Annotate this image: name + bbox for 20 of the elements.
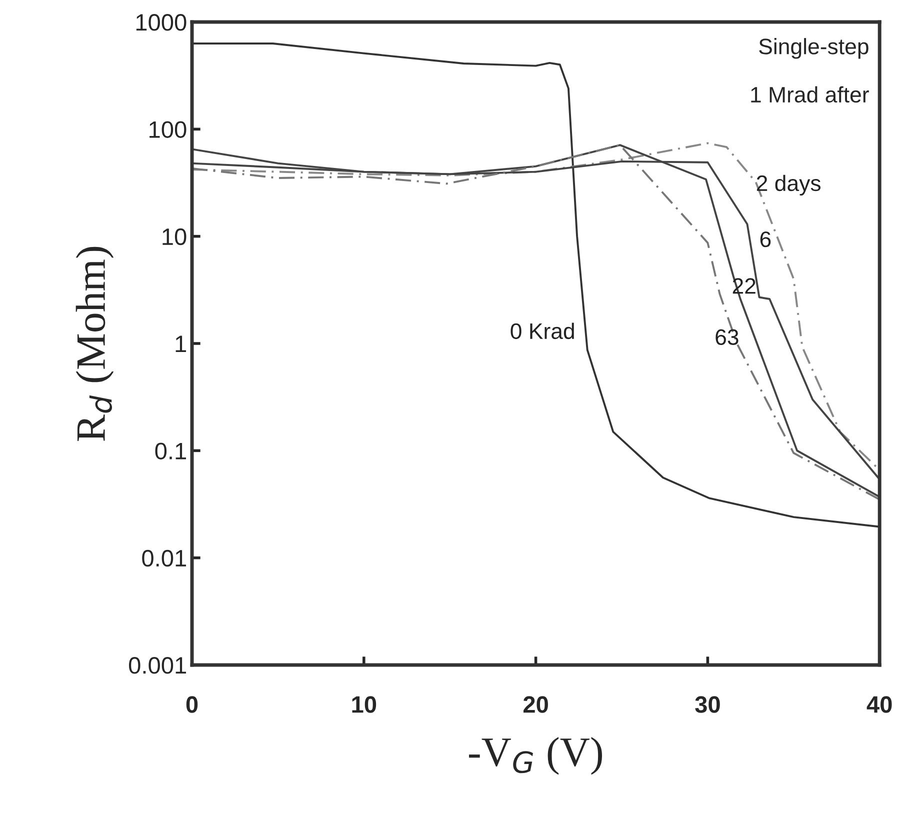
series-label: 2 days <box>756 174 820 196</box>
annotation: Single-step <box>759 38 868 59</box>
series-label: 6 <box>760 231 771 248</box>
y-tick-label: 0.01 <box>142 550 186 567</box>
x-tick-label: 40 <box>866 696 892 713</box>
x-tick-label: 10 <box>352 696 376 713</box>
x-tick-label: 30 <box>695 696 720 713</box>
y-tick-label: 0.001 <box>128 657 186 674</box>
series-label: 0 Krad <box>510 322 574 340</box>
x-axis-title: -V$_{G}$ (V) <box>469 737 602 775</box>
x-tick-label: 20 <box>523 696 548 713</box>
y-tick-label: 1000 <box>136 14 186 31</box>
series-label: 63 <box>716 329 738 346</box>
y-axis-title: R$_{d}$ (Mohm) <box>76 246 114 442</box>
y-tick-label: 100 <box>150 121 186 138</box>
y-tick-label: 1 <box>176 336 186 352</box>
y-tick-label: 10 <box>162 228 186 246</box>
annotation: 1 Mrad after <box>751 86 869 103</box>
x-tick-label: 0 <box>186 696 198 713</box>
y-tick-label: 0.1 <box>155 442 186 460</box>
